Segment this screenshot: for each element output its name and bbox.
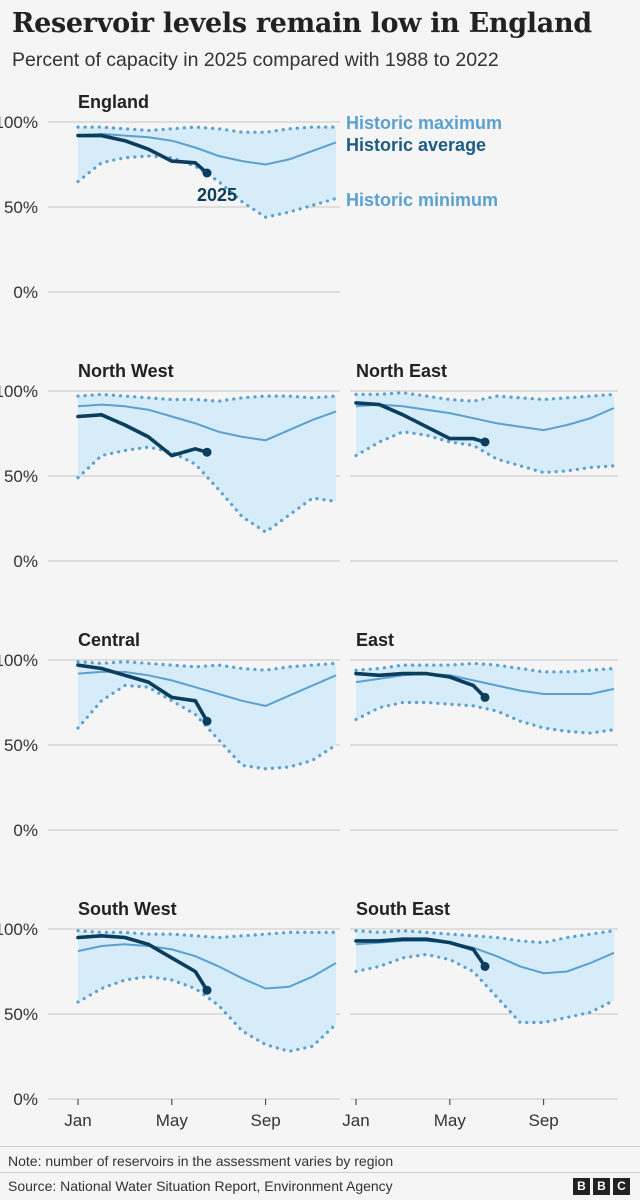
historic-range-band: [356, 930, 614, 1023]
historic-max-line: [76, 125, 338, 134]
historic-min-line: [76, 445, 338, 535]
panel-south-west: 0% 50% 100% South West Jan May Sep: [0, 899, 340, 1130]
historic-max-line: [354, 929, 616, 945]
historic-average-line: [77, 132, 337, 166]
legend-historic-maximum: Historic maximum: [346, 113, 502, 133]
bbc-logo: B B C: [573, 1178, 630, 1195]
x-tick-label: May: [156, 1111, 189, 1130]
y-tick-label: 100%: [0, 651, 38, 670]
current-2025-line: [76, 663, 209, 724]
logo-letter: B: [593, 1178, 610, 1195]
historic-average-line: [77, 403, 337, 442]
historic-average-line: [355, 672, 615, 695]
panel-north-west: 0% 50% 100% North West: [0, 361, 340, 571]
y-tick-label: 100%: [0, 113, 38, 132]
current-2025-line: [354, 671, 487, 700]
historic-average-line: [77, 943, 337, 990]
panel-title: England: [78, 92, 149, 112]
current-2025-endpoint: [202, 168, 212, 178]
x-tick-label: Jan: [64, 1111, 91, 1130]
footer-divider: [0, 1146, 640, 1147]
current-2025-line: [76, 133, 209, 175]
panel-central: 0% 50% 100% Central: [0, 630, 340, 840]
y-tick-label: 0%: [13, 821, 38, 840]
panel-title: South West: [78, 899, 177, 919]
historic-average-line: [355, 403, 615, 432]
note-text: Note: number of reservoirs in the assess…: [8, 1153, 394, 1169]
historic-max-line: [354, 391, 616, 403]
panel-title: North West: [78, 361, 174, 381]
current-2025-endpoint: [202, 716, 212, 726]
y-tick-label: 50%: [4, 1005, 38, 1024]
logo-letter: B: [573, 1178, 590, 1195]
source-text: Source: National Water Situation Report,…: [8, 1178, 393, 1194]
x-tick-label: Sep: [251, 1111, 281, 1130]
panel-title: North East: [356, 361, 447, 381]
y-tick-label: 0%: [13, 552, 38, 571]
legend-historic-minimum: Historic minimum: [346, 190, 498, 210]
y-tick-label: 0%: [13, 1090, 38, 1109]
chart-subtitle: Percent of capacity in 2025 compared wit…: [12, 49, 499, 71]
y-tick-label: 100%: [0, 382, 38, 401]
x-tick-label: Sep: [529, 1111, 559, 1130]
x-tick-label: Jan: [342, 1111, 369, 1130]
historic-range-band: [356, 392, 614, 473]
panel-south-east: South East Jan May Sep: [342, 899, 618, 1130]
historic-min-line: [76, 683, 338, 771]
panel-title: East: [356, 630, 394, 650]
y-tick-label: 50%: [4, 467, 38, 486]
panel-north-east: North East: [350, 361, 618, 562]
historic-range-band: [78, 661, 336, 769]
current-2025-endpoint: [480, 437, 490, 447]
legend-2025-label: 2025: [197, 185, 237, 205]
current-2025-line: [354, 401, 487, 444]
historic-max-line: [76, 929, 338, 940]
y-tick-label: 50%: [4, 198, 38, 217]
chart-title: Reservoir levels remain low in England: [12, 8, 592, 39]
historic-max-line: [76, 392, 338, 403]
panel-title: Central: [78, 630, 140, 650]
y-tick-label: 0%: [13, 283, 38, 302]
panel-east: East: [350, 630, 618, 831]
current-2025-endpoint: [480, 961, 490, 971]
historic-max-line: [76, 660, 338, 672]
legend-historic-average: Historic average: [346, 135, 486, 155]
historic-max-line: [354, 661, 616, 674]
current-2025-line: [354, 937, 487, 969]
footer-divider: [0, 1172, 640, 1173]
historic-average-line: [77, 670, 337, 707]
historic-range-band: [78, 394, 336, 533]
x-tick-label: May: [434, 1111, 467, 1130]
y-tick-label: 50%: [4, 736, 38, 755]
historic-min-line: [354, 430, 616, 475]
logo-letter: C: [613, 1178, 630, 1195]
current-2025-endpoint: [202, 447, 212, 457]
panel-title: South East: [356, 899, 450, 919]
y-tick-label: 100%: [0, 920, 38, 939]
current-2025-endpoint: [480, 692, 490, 702]
current-2025-endpoint: [202, 985, 212, 995]
current-2025-line: [76, 412, 209, 458]
historic-min-line: [76, 154, 338, 219]
current-2025-line: [76, 933, 209, 993]
